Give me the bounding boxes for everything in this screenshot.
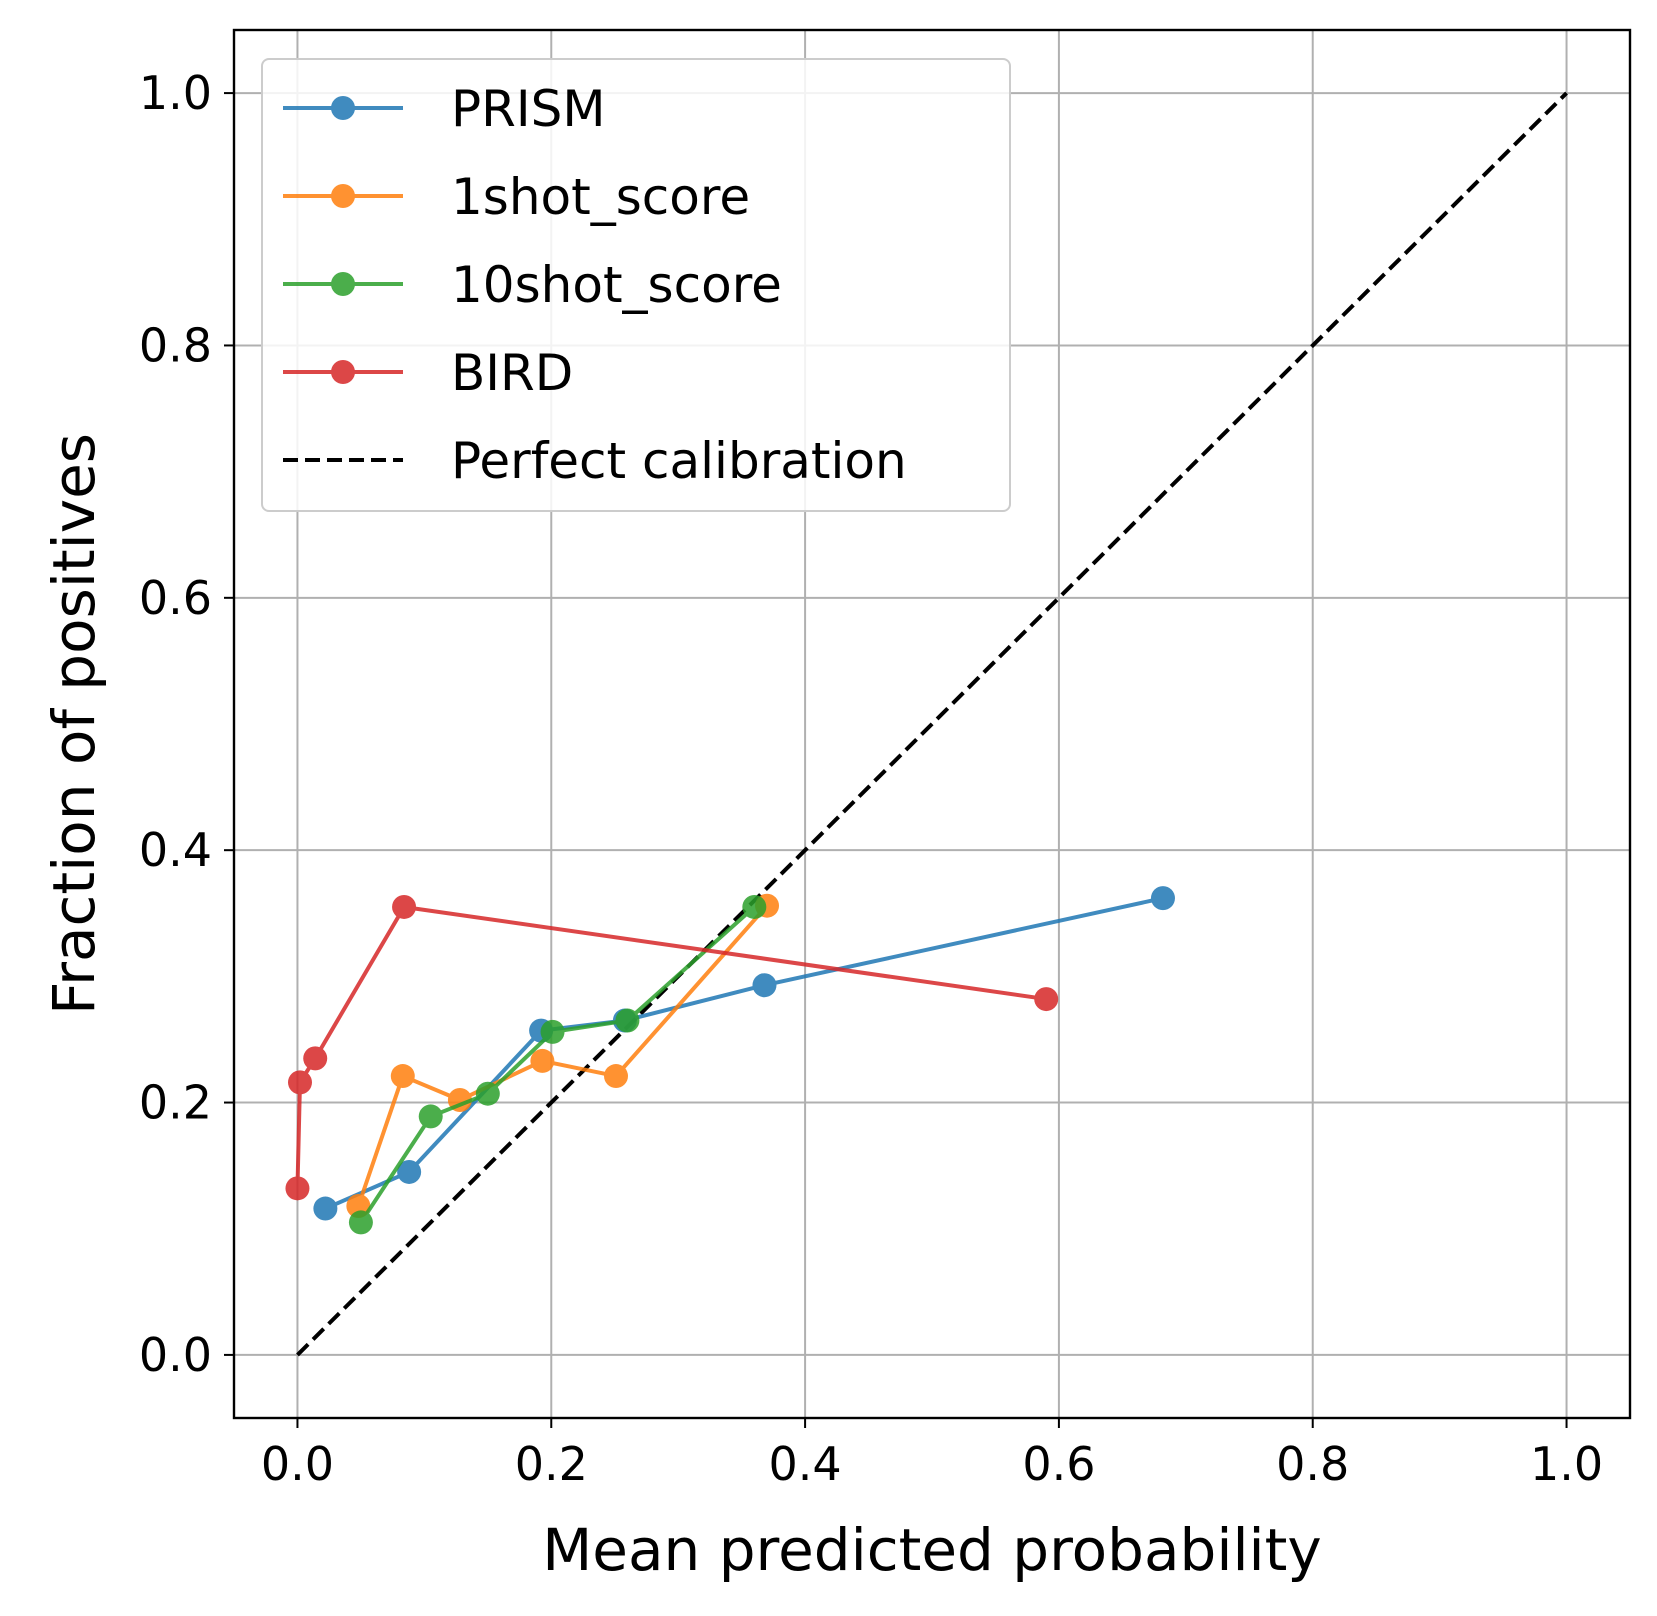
legend-swatch-10shot-score	[283, 272, 403, 296]
y-tick-label-5: 1.0	[139, 66, 212, 120]
point-bird-2	[303, 1046, 328, 1071]
point-10shot-score-5	[742, 894, 767, 919]
legend-entry-1shot-score: 1shot_score	[283, 168, 750, 226]
reference-line-layer	[296, 91, 1568, 1357]
point-10shot-score-2	[475, 1081, 500, 1106]
x-tick-label-0: 0.0	[261, 1437, 334, 1491]
point-bird-0	[285, 1176, 310, 1201]
legend-swatch-marker-bird	[331, 360, 355, 384]
x-tick-label-3: 0.6	[1022, 1437, 1095, 1491]
legend-swatch-marker-prism	[331, 96, 355, 120]
legend-label-1shot-score: 1shot_score	[451, 168, 750, 226]
y-tick-label-0: 0.0	[139, 1328, 212, 1382]
y-tick-label-4: 0.8	[139, 318, 212, 372]
y-tick-label-3: 0.6	[139, 571, 212, 625]
legend-swatch-marker-10shot-score	[331, 272, 355, 296]
plot-frame	[232, 28, 1632, 1420]
legend-label-10shot-score: 10shot_score	[451, 256, 782, 314]
legend-swatch-bird	[283, 360, 403, 384]
x-axis-label: Mean predicted probability	[542, 1516, 1322, 1584]
legend-swatch-1shot-score	[283, 184, 403, 208]
y-tick-label-2: 0.4	[139, 823, 212, 877]
series-bird	[285, 894, 1059, 1201]
legend-swatch-prism	[283, 96, 403, 120]
series-line-10shot-score	[359, 905, 756, 1224]
x-tick-label-5: 1.0	[1530, 1437, 1603, 1491]
point-10shot-score-3	[540, 1019, 565, 1044]
point-bird-3	[392, 894, 417, 919]
x-tick-label-2: 0.4	[769, 1437, 842, 1491]
x-tick-label-4: 0.8	[1276, 1437, 1349, 1491]
point-prism-1	[397, 1159, 422, 1184]
point-bird-1	[287, 1070, 312, 1095]
legend-swatch-marker-1shot-score	[331, 184, 355, 208]
y-axis-label: Fraction of positives	[40, 433, 108, 1015]
legend-label-prism: PRISM	[451, 80, 606, 138]
point-bird-4	[1034, 987, 1059, 1012]
legend-box	[261, 58, 1011, 512]
legend: PRISM 1shot_score 10shot_score BIRD Perfect …	[261, 58, 1011, 512]
tick-layer: 0.0 0.2 0.4 0.6 0.8 1.0 0.0 0.2 0.4 0.6 0.8 1.0	[139, 66, 1603, 1491]
legend-label-perfect-calibration: Perfect calibration	[451, 432, 907, 490]
point-1shot-score-3	[530, 1048, 555, 1073]
legend-label-bird: BIRD	[451, 344, 573, 402]
series-layer	[285, 886, 1175, 1235]
x-tick-label-1: 0.2	[515, 1437, 588, 1491]
point-prism-4	[752, 973, 777, 998]
perfect-calibration-line	[296, 91, 1568, 1357]
point-1shot-score-4	[603, 1064, 628, 1089]
point-10shot-score-0	[348, 1210, 373, 1235]
y-tick-label-1: 0.2	[139, 1076, 212, 1130]
point-10shot-score-4	[615, 1008, 640, 1033]
point-1shot-score-1	[390, 1064, 415, 1089]
point-10shot-score-1	[418, 1104, 443, 1129]
legend-entry-prism: PRISM	[283, 80, 606, 138]
series-10shot-score	[348, 894, 767, 1235]
point-prism-5	[1150, 886, 1175, 911]
legend-entry-10shot-score: 10shot_score	[283, 256, 782, 314]
legend-entry-bird: BIRD	[283, 344, 573, 402]
legend-entry-perfect-calibration: Perfect calibration	[283, 432, 907, 490]
point-prism-0	[313, 1196, 338, 1221]
